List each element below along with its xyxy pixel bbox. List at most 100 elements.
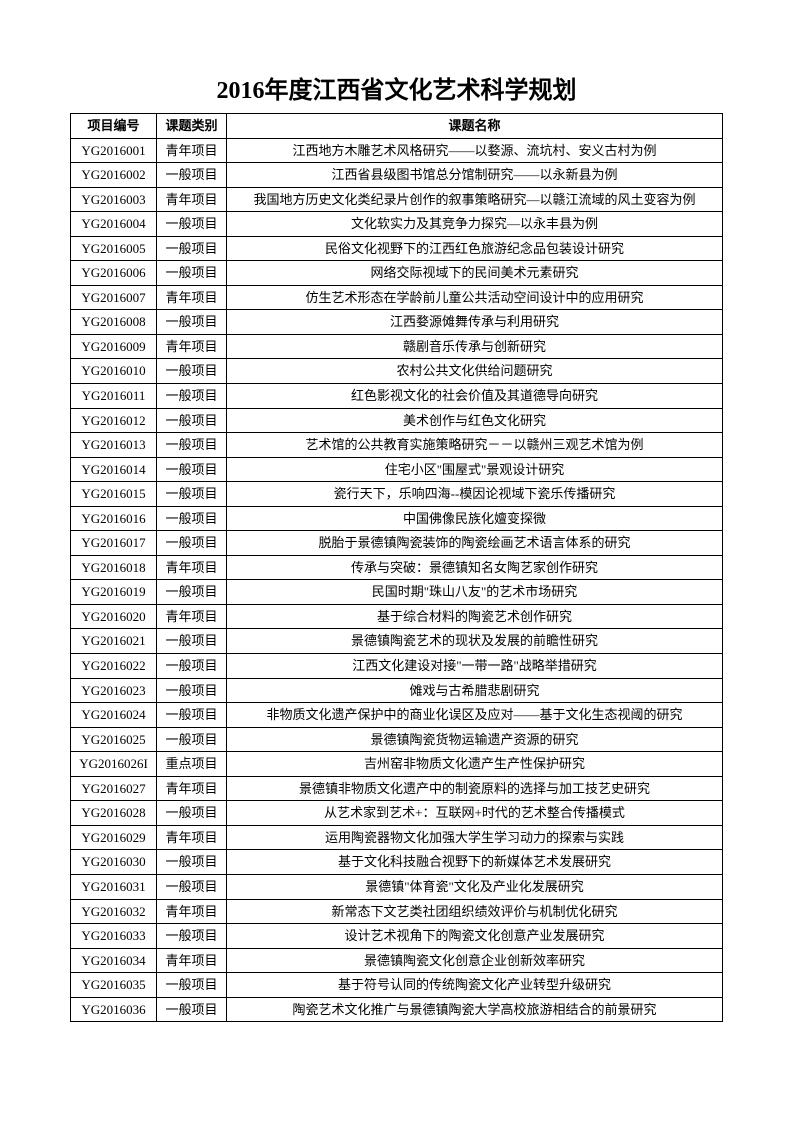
cell-name: 吉州窑非物质文化遗产生产性保护研究 bbox=[227, 752, 723, 777]
col-header-name: 课题名称 bbox=[227, 114, 723, 139]
cell-category: 一般项目 bbox=[157, 924, 227, 949]
table-row: YG2016005一般项目民俗文化视野下的江西红色旅游纪念品包装设计研究 bbox=[71, 236, 723, 261]
cell-category: 青年项目 bbox=[157, 334, 227, 359]
cell-category: 一般项目 bbox=[157, 703, 227, 728]
cell-name: 从艺术家到艺术+：互联网+时代的艺术整合传播模式 bbox=[227, 801, 723, 826]
table-row: YG2016009青年项目赣剧音乐传承与创新研究 bbox=[71, 334, 723, 359]
cell-category: 一般项目 bbox=[157, 654, 227, 679]
cell-category: 青年项目 bbox=[157, 825, 227, 850]
table-row: YG2016002一般项目江西省县级图书馆总分馆制研究——以永新县为例 bbox=[71, 163, 723, 188]
cell-id: YG2016004 bbox=[71, 212, 157, 237]
cell-name: 运用陶瓷器物文化加强大学生学习动力的探索与实践 bbox=[227, 825, 723, 850]
table-row: YG2016012一般项目美术创作与红色文化研究 bbox=[71, 408, 723, 433]
table-row: YG2016023一般项目傩戏与古希腊悲剧研究 bbox=[71, 678, 723, 703]
cell-id: YG2016033 bbox=[71, 924, 157, 949]
cell-id: YG2016028 bbox=[71, 801, 157, 826]
cell-category: 青年项目 bbox=[157, 187, 227, 212]
cell-category: 青年项目 bbox=[157, 776, 227, 801]
cell-id: YG2016008 bbox=[71, 310, 157, 335]
cell-id: YG2016009 bbox=[71, 334, 157, 359]
table-row: YG2016018青年项目传承与突破：景德镇知名女陶艺家创作研究 bbox=[71, 555, 723, 580]
cell-name: 傩戏与古希腊悲剧研究 bbox=[227, 678, 723, 703]
cell-category: 青年项目 bbox=[157, 285, 227, 310]
cell-id: YG2016012 bbox=[71, 408, 157, 433]
table-row: YG2016007青年项目仿生艺术形态在学龄前儿童公共活动空间设计中的应用研究 bbox=[71, 285, 723, 310]
table-header-row: 项目编号 课题类别 课题名称 bbox=[71, 114, 723, 139]
col-header-category: 课题类别 bbox=[157, 114, 227, 139]
cell-category: 一般项目 bbox=[157, 506, 227, 531]
table-row: YG2016020青年项目基于综合材料的陶瓷艺术创作研究 bbox=[71, 604, 723, 629]
table-row: YG2016034青年项目景德镇陶瓷文化创意企业创新效率研究 bbox=[71, 948, 723, 973]
cell-name: 赣剧音乐传承与创新研究 bbox=[227, 334, 723, 359]
cell-id: YG2016015 bbox=[71, 482, 157, 507]
cell-id: YG2016031 bbox=[71, 874, 157, 899]
cell-id: YG2016036 bbox=[71, 997, 157, 1022]
cell-id: YG2016019 bbox=[71, 580, 157, 605]
cell-name: 基于文化科技融合视野下的新媒体艺术发展研究 bbox=[227, 850, 723, 875]
cell-name: 新常态下文艺类社团组织绩效评价与机制优化研究 bbox=[227, 899, 723, 924]
table-row: YG2016004一般项目文化软实力及其竞争力探究—以永丰县为例 bbox=[71, 212, 723, 237]
col-header-id: 项目编号 bbox=[71, 114, 157, 139]
cell-name: 江西文化建设对接"一带一路"战略举措研究 bbox=[227, 654, 723, 679]
cell-category: 一般项目 bbox=[157, 973, 227, 998]
cell-name: 传承与突破：景德镇知名女陶艺家创作研究 bbox=[227, 555, 723, 580]
table-row: YG2016006一般项目网络交际视域下的民间美术元素研究 bbox=[71, 261, 723, 286]
cell-name: 我国地方历史文化类纪录片创作的叙事策略研究—以赣江流域的风土变容为例 bbox=[227, 187, 723, 212]
cell-name: 基于综合材料的陶瓷艺术创作研究 bbox=[227, 604, 723, 629]
cell-category: 一般项目 bbox=[157, 236, 227, 261]
cell-category: 一般项目 bbox=[157, 531, 227, 556]
cell-name: 景德镇陶瓷货物运输遗产资源的研究 bbox=[227, 727, 723, 752]
cell-name: 住宅小区"围屋式"景观设计研究 bbox=[227, 457, 723, 482]
cell-id: YG2016001 bbox=[71, 138, 157, 163]
table-row: YG2016003青年项目我国地方历史文化类纪录片创作的叙事策略研究—以赣江流域… bbox=[71, 187, 723, 212]
cell-id: YG2016023 bbox=[71, 678, 157, 703]
cell-id: YG2016024 bbox=[71, 703, 157, 728]
cell-category: 一般项目 bbox=[157, 997, 227, 1022]
table-row: YG2016025一般项目景德镇陶瓷货物运输遗产资源的研究 bbox=[71, 727, 723, 752]
cell-category: 青年项目 bbox=[157, 555, 227, 580]
cell-name: 景德镇陶瓷艺术的现状及发展的前瞻性研究 bbox=[227, 629, 723, 654]
table-row: YG2016016一般项目中国佛像民族化嬗变探微 bbox=[71, 506, 723, 531]
table-row: YG2016011一般项目红色影视文化的社会价值及其道德导向研究 bbox=[71, 384, 723, 409]
cell-name: 设计艺术视角下的陶瓷文化创意产业发展研究 bbox=[227, 924, 723, 949]
cell-id: YG2016021 bbox=[71, 629, 157, 654]
table-row: YG2016015一般项目瓷行天下，乐响四海--模因论视域下瓷乐传播研究 bbox=[71, 482, 723, 507]
cell-name: 江西婺源傩舞传承与利用研究 bbox=[227, 310, 723, 335]
cell-name: 基于符号认同的传统陶瓷文化产业转型升级研究 bbox=[227, 973, 723, 998]
cell-name: 农村公共文化供给问题研究 bbox=[227, 359, 723, 384]
cell-id: YG2016026I bbox=[71, 752, 157, 777]
cell-id: YG2016020 bbox=[71, 604, 157, 629]
cell-name: 景德镇"体育瓷"文化及产业化发展研究 bbox=[227, 874, 723, 899]
table-row: YG2016008一般项目江西婺源傩舞传承与利用研究 bbox=[71, 310, 723, 335]
cell-name: 脱胎于景德镇陶瓷装饰的陶瓷绘画艺术语言体系的研究 bbox=[227, 531, 723, 556]
cell-category: 一般项目 bbox=[157, 261, 227, 286]
cell-id: YG2016029 bbox=[71, 825, 157, 850]
cell-category: 一般项目 bbox=[157, 629, 227, 654]
cell-name: 仿生艺术形态在学龄前儿童公共活动空间设计中的应用研究 bbox=[227, 285, 723, 310]
cell-category: 一般项目 bbox=[157, 801, 227, 826]
cell-id: YG2016003 bbox=[71, 187, 157, 212]
cell-id: YG2016025 bbox=[71, 727, 157, 752]
table-row: YG2016021一般项目景德镇陶瓷艺术的现状及发展的前瞻性研究 bbox=[71, 629, 723, 654]
cell-category: 一般项目 bbox=[157, 212, 227, 237]
table-row: YG2016028一般项目从艺术家到艺术+：互联网+时代的艺术整合传播模式 bbox=[71, 801, 723, 826]
cell-category: 一般项目 bbox=[157, 678, 227, 703]
cell-id: YG2016017 bbox=[71, 531, 157, 556]
cell-name: 文化软实力及其竞争力探究—以永丰县为例 bbox=[227, 212, 723, 237]
cell-name: 非物质文化遗产保护中的商业化误区及应对——基于文化生态视阈的研究 bbox=[227, 703, 723, 728]
cell-category: 一般项目 bbox=[157, 408, 227, 433]
table-row: YG2016032青年项目新常态下文艺类社团组织绩效评价与机制优化研究 bbox=[71, 899, 723, 924]
table-row: YG2016024一般项目非物质文化遗产保护中的商业化误区及应对——基于文化生态… bbox=[71, 703, 723, 728]
cell-id: YG2016014 bbox=[71, 457, 157, 482]
cell-category: 一般项目 bbox=[157, 433, 227, 458]
table-row: YG2016010一般项目农村公共文化供给问题研究 bbox=[71, 359, 723, 384]
cell-id: YG2016007 bbox=[71, 285, 157, 310]
cell-id: YG2016018 bbox=[71, 555, 157, 580]
table-row: YG2016019一般项目民国时期"珠山八友"的艺术市场研究 bbox=[71, 580, 723, 605]
cell-name: 江西省县级图书馆总分馆制研究——以永新县为例 bbox=[227, 163, 723, 188]
cell-category: 青年项目 bbox=[157, 948, 227, 973]
projects-table: 项目编号 课题类别 课题名称 YG2016001青年项目江西地方木雕艺术风格研究… bbox=[70, 113, 723, 1022]
cell-id: YG2016006 bbox=[71, 261, 157, 286]
cell-name: 民国时期"珠山八友"的艺术市场研究 bbox=[227, 580, 723, 605]
cell-category: 一般项目 bbox=[157, 727, 227, 752]
